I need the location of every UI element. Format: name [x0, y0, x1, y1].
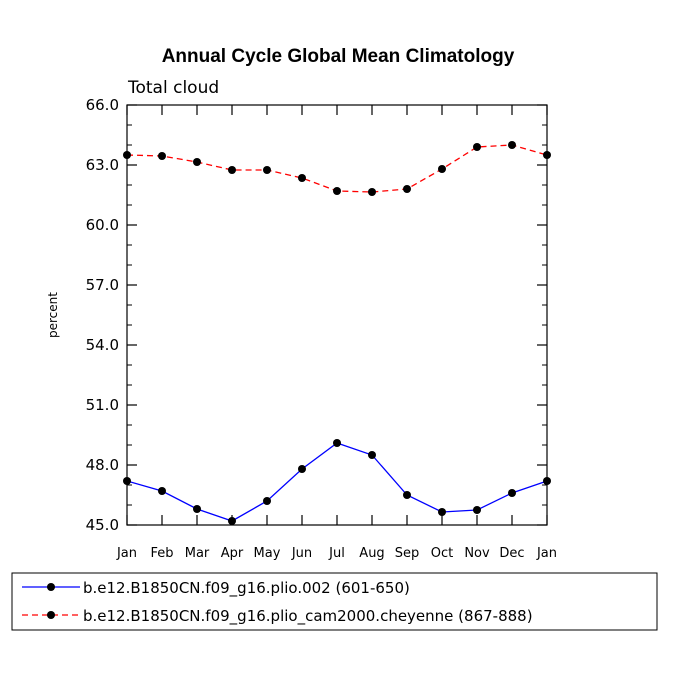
x-tick-label: Sep: [395, 546, 420, 561]
x-tick-label: Oct: [431, 546, 453, 561]
y-tick-label: 51.0: [86, 396, 119, 414]
legend-label-1: b.e12.B1850CN.f09_g16.plio.002 (601-650): [83, 579, 410, 598]
data-point-series-1: [438, 508, 446, 516]
data-point-series-2: [263, 166, 271, 174]
y-tick-label: 54.0: [86, 336, 119, 354]
data-point-series-2: [508, 141, 516, 149]
data-point-series-1: [403, 491, 411, 499]
data-point-series-2: [158, 152, 166, 160]
x-tick-label: Jun: [291, 546, 312, 561]
data-point-series-1: [123, 477, 131, 485]
x-tick-label: May: [254, 546, 281, 561]
x-tick-label: Apr: [221, 546, 244, 561]
data-point-series-2: [543, 151, 551, 159]
x-tick-label: Jan: [116, 546, 137, 561]
data-point-series-2: [333, 187, 341, 195]
legend-label-2: b.e12.B1850CN.f09_g16.plio_cam2000.cheye…: [83, 607, 533, 626]
data-point-series-1: [473, 506, 481, 514]
data-point-series-2: [473, 143, 481, 151]
y-tick-label: 63.0: [86, 156, 119, 174]
x-tick-label: Jul: [328, 546, 345, 561]
series-line-2: [126, 144, 548, 193]
data-point-series-2: [368, 188, 376, 196]
data-point-series-1: [543, 477, 551, 485]
data-point-series-1: [228, 517, 236, 525]
x-tick-label: Aug: [359, 546, 384, 561]
legend: b.e12.B1850CN.f09_g16.plio.002 (601-650)…: [22, 579, 533, 626]
data-point-series-2: [298, 174, 306, 182]
chart-title: Annual Cycle Global Mean Climatology: [162, 46, 515, 67]
legend-marker-1: [47, 583, 55, 591]
axis-ticks: 45.0 48.0 51.0 54.0 57.0 60.0 63.0 66.0 Jan Feb Ma…: [86, 96, 557, 561]
data-point-series-2: [193, 158, 201, 166]
data-point-series-1: [263, 497, 271, 505]
x-tick-label: Feb: [150, 546, 173, 561]
data-point-series-1: [508, 489, 516, 497]
y-tick-label: 66.0: [86, 96, 119, 114]
y-tick-label: 45.0: [86, 516, 119, 534]
data-point-series-2: [228, 166, 236, 174]
x-tick-label: Jan: [536, 546, 557, 561]
chart-subtitle: Total cloud: [127, 78, 219, 98]
y-tick-label: 60.0: [86, 216, 119, 234]
data-point-series-1: [298, 465, 306, 473]
y-tick-label: 57.0: [86, 276, 119, 294]
data-point-series-1: [193, 505, 201, 513]
legend-marker-2: [47, 611, 55, 619]
x-tick-label: Dec: [499, 546, 524, 561]
data-point-series-1: [368, 451, 376, 459]
y-tick-label: 48.0: [86, 456, 119, 474]
data-point-series-2: [123, 151, 131, 159]
data-point-series-1: [158, 487, 166, 495]
y-axis-label: percent: [46, 292, 60, 338]
x-tick-label: Nov: [464, 546, 490, 561]
series-line-1: [126, 442, 548, 522]
data-point-series-2: [403, 185, 411, 193]
data-point-series-1: [333, 439, 341, 447]
data-point-series-2: [438, 165, 446, 173]
legend-box: [11, 572, 658, 631]
plot-frame: [126, 104, 548, 526]
x-tick-label: Mar: [185, 546, 210, 561]
series-layer: [123, 141, 551, 525]
